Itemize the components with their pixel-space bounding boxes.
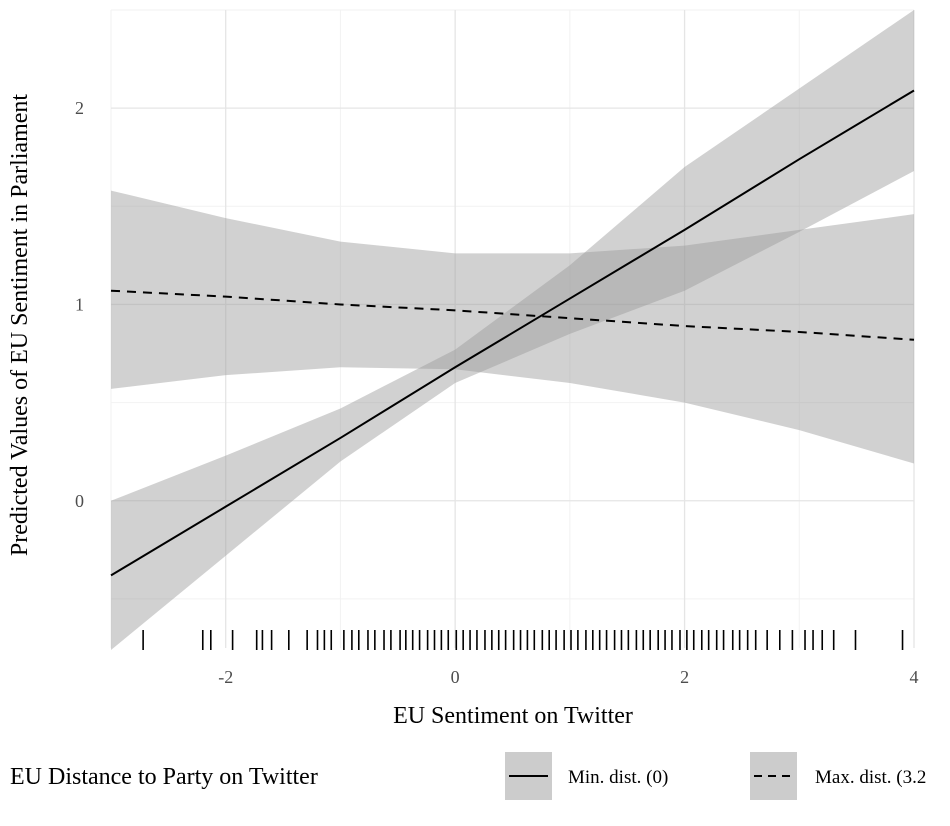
x-tick-label: -2 (218, 667, 233, 687)
confidence-band-0 (111, 10, 914, 650)
legend: EU Distance to Party on Twitter Min. dis… (10, 752, 926, 800)
rug-marks (142, 630, 904, 650)
y-tick-label: 1 (75, 294, 84, 314)
legend-title: EU Distance to Party on Twitter (10, 764, 318, 790)
x-tick-label: 2 (680, 667, 689, 687)
x-tick-label: 0 (451, 667, 460, 687)
x-tick-label: 4 (910, 667, 919, 687)
tick-labels: -2 0 2 4 0 1 2 (75, 98, 919, 687)
legend-item-min-dist: Min. dist. (0) (505, 752, 668, 800)
legend-item-max-dist: Max. dist. (3.2 (750, 752, 926, 800)
legend-label-min-dist: Min. dist. (0) (568, 767, 668, 788)
y-axis-title: Predicted Values of EU Sentiment in Parl… (7, 94, 33, 556)
y-tick-label: 2 (75, 98, 84, 118)
series-line-1 (110, 289, 915, 341)
x-axis-title: EU Sentiment on Twitter (393, 703, 633, 729)
series-line-0 (110, 89, 915, 577)
confidence-bands (111, 10, 914, 650)
y-tick-label: 0 (75, 491, 84, 511)
grid-layer (110, 9, 915, 648)
series-lines (110, 89, 915, 577)
confidence-band-1 (111, 190, 914, 464)
legend-label-max-dist: Max. dist. (3.2 (815, 767, 926, 788)
